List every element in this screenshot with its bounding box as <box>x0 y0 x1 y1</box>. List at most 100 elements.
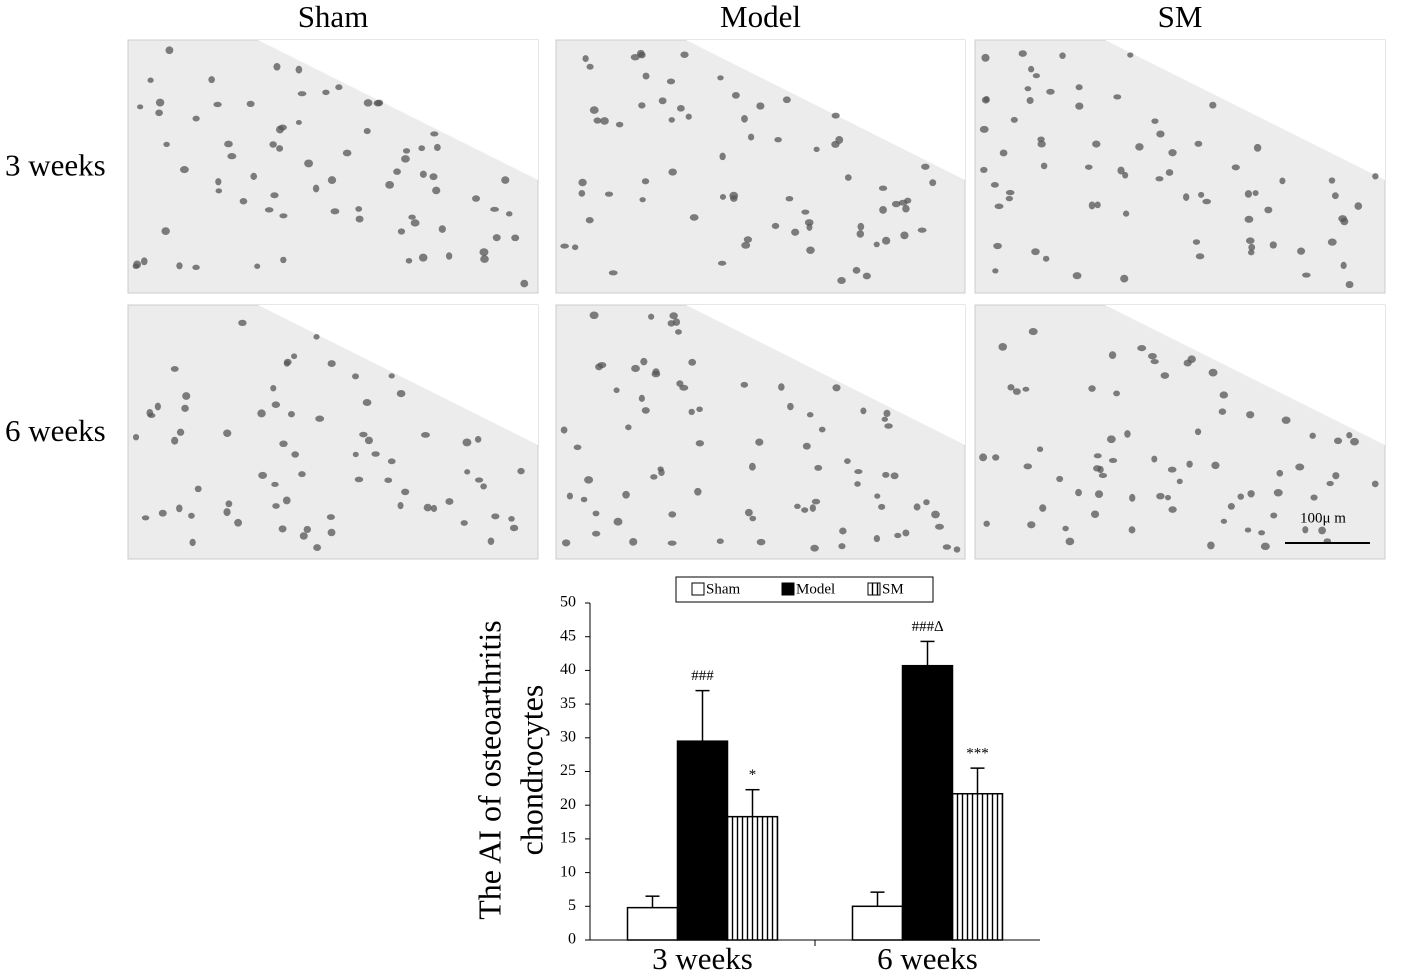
cell <box>854 481 861 487</box>
cell <box>1005 195 1013 202</box>
cell <box>396 390 406 398</box>
cell <box>1094 490 1104 498</box>
cell <box>355 206 363 212</box>
cell <box>1340 217 1349 226</box>
cell <box>250 172 258 180</box>
cell <box>295 65 303 74</box>
cell <box>668 168 677 176</box>
cell <box>388 373 395 379</box>
cell <box>854 469 863 475</box>
cell <box>584 476 594 484</box>
cell <box>878 185 888 191</box>
cell <box>600 117 609 125</box>
cell <box>1372 173 1379 180</box>
cell <box>509 524 519 532</box>
cell <box>1269 241 1277 249</box>
cell <box>993 242 1002 250</box>
cell <box>1032 73 1040 79</box>
bar <box>901 664 954 941</box>
cell <box>835 136 844 144</box>
cell <box>806 223 813 231</box>
cell <box>397 228 406 235</box>
x-tick-label: 6 weeks <box>877 941 978 976</box>
legend-box <box>675 576 934 603</box>
cell <box>165 46 174 55</box>
cell <box>641 178 650 185</box>
cell <box>942 544 952 550</box>
cell <box>1031 248 1040 256</box>
cell <box>831 112 840 119</box>
cell <box>238 319 247 327</box>
cell <box>1340 261 1347 270</box>
cell <box>747 133 755 141</box>
cell <box>215 188 223 194</box>
legend-label: SM <box>882 581 904 597</box>
cell <box>140 257 148 266</box>
cell <box>299 532 308 540</box>
cell <box>696 406 703 413</box>
cell <box>1056 475 1064 483</box>
cell <box>1168 506 1177 513</box>
cell <box>615 121 624 128</box>
cell <box>420 432 430 438</box>
cell <box>640 357 648 366</box>
cell <box>992 268 999 274</box>
cell <box>401 488 410 496</box>
cell <box>806 246 815 254</box>
cell <box>335 84 343 91</box>
cell <box>359 431 368 438</box>
cell <box>246 100 255 108</box>
cell <box>429 173 438 181</box>
cell <box>239 198 248 205</box>
cell <box>1005 189 1015 196</box>
cell <box>1281 416 1291 424</box>
cell <box>288 410 295 418</box>
cell <box>438 225 446 233</box>
legend-swatch <box>867 582 881 596</box>
cell <box>1220 518 1228 524</box>
cell <box>1247 249 1255 256</box>
cell <box>1065 537 1075 546</box>
cell <box>679 384 689 391</box>
cell <box>419 170 427 178</box>
cell <box>595 363 603 371</box>
cell <box>814 464 823 471</box>
cell <box>631 364 640 373</box>
cell <box>1097 465 1104 474</box>
cell <box>658 468 665 476</box>
column-header: Sham <box>298 0 369 34</box>
cell <box>902 529 910 537</box>
cell <box>586 63 594 70</box>
cell <box>445 252 453 260</box>
cell <box>1124 430 1131 438</box>
cell <box>254 263 261 269</box>
cell <box>589 106 599 114</box>
cell <box>613 387 620 394</box>
cell <box>771 222 780 230</box>
cell <box>1059 52 1066 59</box>
cell <box>1244 190 1253 198</box>
cell <box>1010 116 1018 123</box>
cell <box>1237 493 1244 500</box>
cell <box>282 496 291 505</box>
cell <box>802 442 811 450</box>
cell <box>330 208 340 215</box>
cartilage-surface <box>556 305 965 445</box>
cell <box>291 353 298 360</box>
cell <box>862 272 871 280</box>
cell <box>170 365 179 372</box>
legend-label: Model <box>796 581 835 597</box>
cell <box>1328 177 1336 184</box>
cell <box>474 477 484 483</box>
cell <box>921 163 930 170</box>
cell <box>740 381 749 388</box>
cell <box>744 508 753 517</box>
cell <box>561 539 571 547</box>
cell <box>1246 411 1255 419</box>
cell <box>303 525 311 534</box>
cell <box>1218 408 1227 415</box>
cell <box>1244 527 1252 533</box>
cell <box>1092 140 1101 148</box>
cell <box>1195 253 1205 260</box>
